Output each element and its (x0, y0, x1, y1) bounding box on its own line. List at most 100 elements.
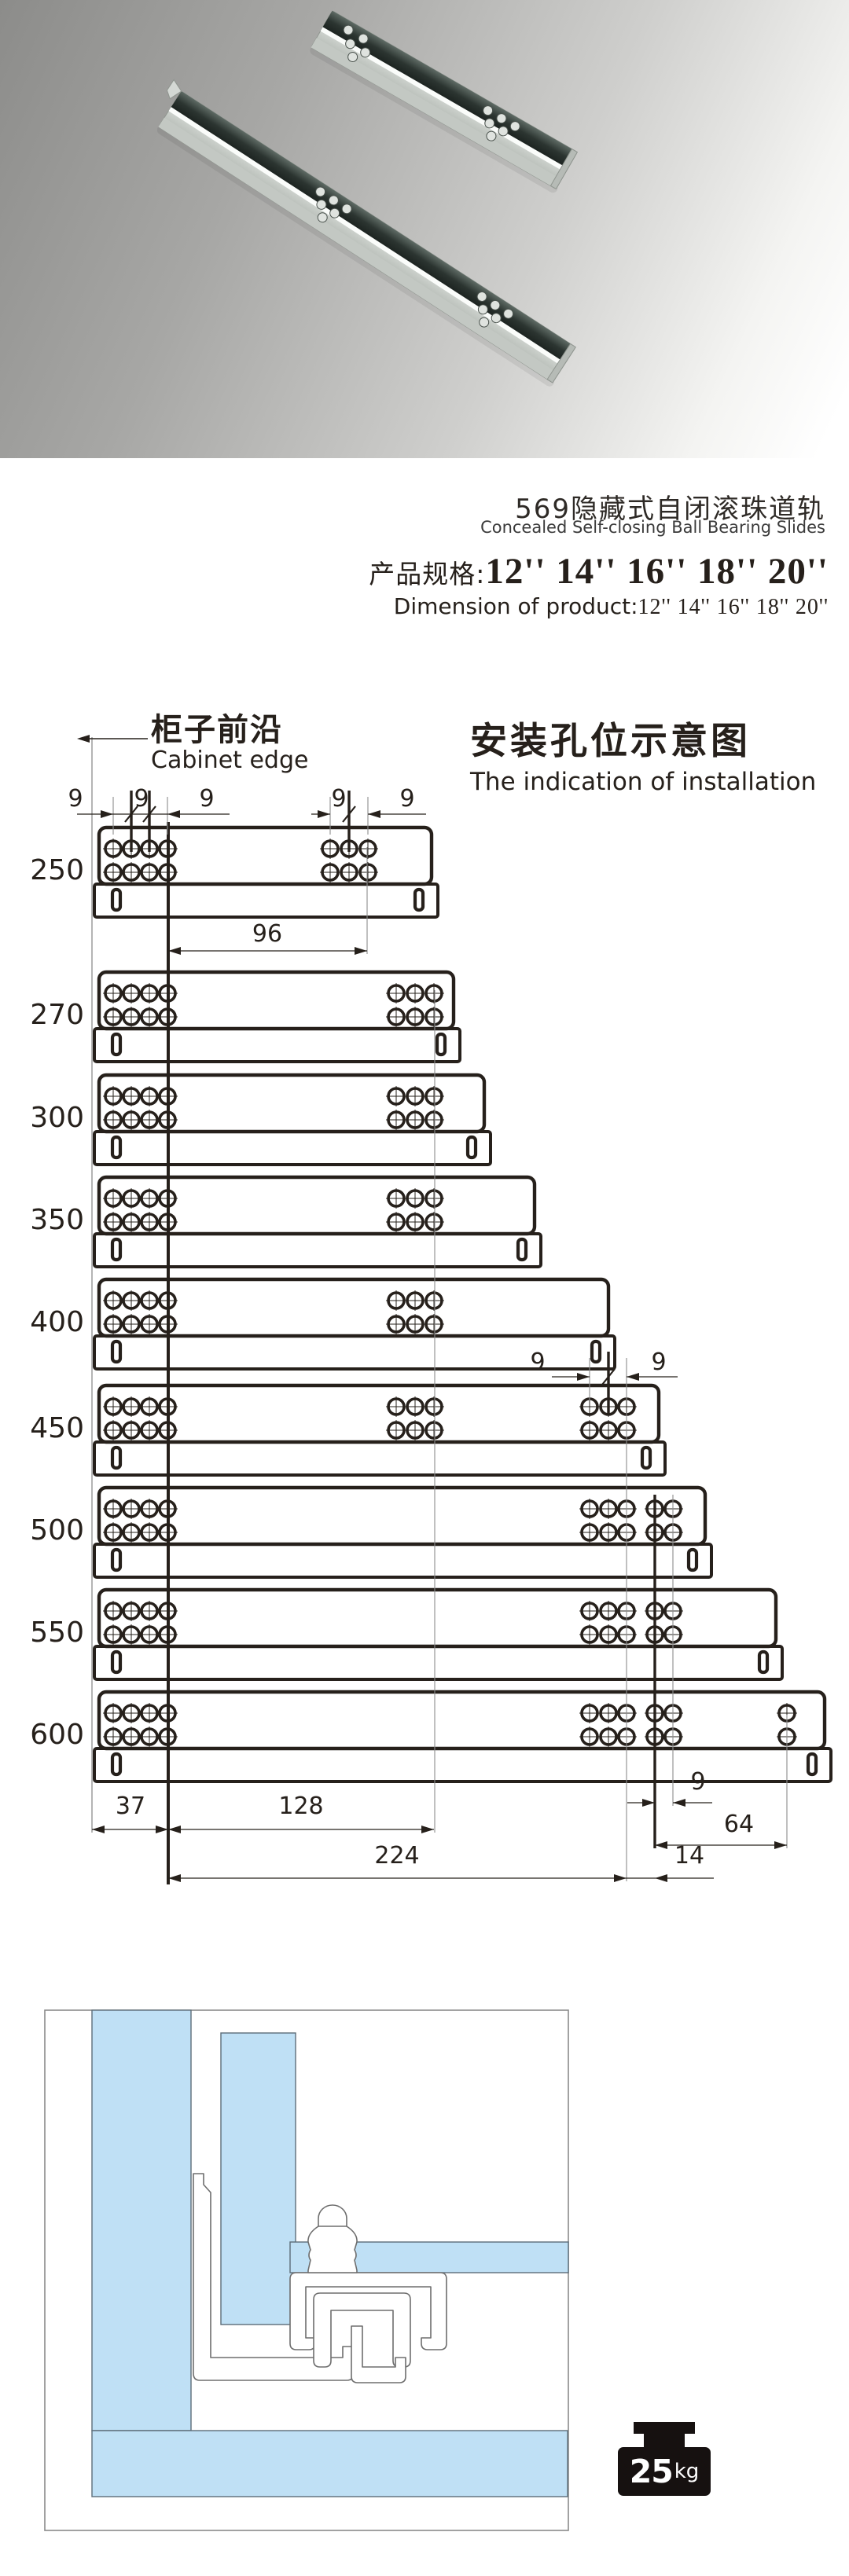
rail-slot (757, 1649, 770, 1675)
cross-section-diagram (44, 2009, 569, 2531)
slide-photo-lower (156, 79, 576, 387)
mounting-hole (387, 1421, 406, 1440)
rail-slot (110, 1445, 123, 1470)
rail-slot (435, 1032, 447, 1057)
rail-slot (110, 1339, 123, 1364)
mounting-hole (406, 1213, 424, 1231)
row-length-label: 600 (30, 1719, 84, 1751)
mounting-hole (424, 1421, 443, 1440)
mounting-hole (340, 863, 358, 882)
product-title-cn: 569隐藏式自闭滚珠道轨 (515, 494, 825, 525)
row-length-label: 270 (30, 999, 84, 1031)
mounting-hole (387, 1087, 406, 1106)
mounting-hole (580, 1421, 599, 1440)
mounting-hole (424, 1213, 443, 1231)
mounting-hole (580, 1727, 599, 1746)
mounting-hole (406, 984, 424, 1003)
slide-outer-channel (289, 2272, 447, 2350)
mounting-hole (424, 1291, 443, 1310)
spec-line-en: Dimension of product: 12'' 14'' 16'' 18'… (394, 593, 829, 620)
dim-label: 14 (674, 1842, 704, 1870)
slide-row-270: 270 (30, 970, 461, 1063)
rail-slot (590, 1339, 602, 1364)
slide-row-450: 450 (30, 1383, 667, 1477)
row-length-label: 500 (30, 1514, 84, 1547)
dim-label: 9 (690, 1768, 705, 1796)
row-length-label: 400 (30, 1306, 84, 1338)
mounting-hole (387, 1291, 406, 1310)
spec-sizes-en: 12'' 14'' 16'' 18'' 20'' (638, 595, 829, 619)
dim-label: 128 (278, 1793, 323, 1820)
installation-title: 安装孔位示意图 The indication of installation (470, 721, 816, 795)
spec-line-cn: 产品规格: 12'' 14'' 16'' 18'' 20'' (369, 550, 829, 593)
mounting-hole (406, 1087, 424, 1106)
spec-label-en: Dimension of product: (393, 593, 638, 619)
rail-slot (110, 1032, 123, 1057)
installation-title-en: The indication of installation (470, 767, 817, 796)
slide-photo-upper (310, 10, 579, 193)
rail-slot (686, 1547, 699, 1572)
mounting-hole (424, 1110, 443, 1129)
weight-icon-neck (644, 2434, 685, 2447)
mounting-hole (406, 1189, 424, 1208)
dim-label: 9 (399, 785, 414, 813)
slide-row-550: 550 (30, 1587, 784, 1681)
dim-label: 64 (724, 1811, 754, 1838)
row-length-label: 350 (30, 1204, 84, 1236)
mounting-hole (387, 1397, 406, 1416)
rail-slot (806, 1752, 818, 1777)
row-length-label: 300 (30, 1102, 84, 1134)
rail-slot (110, 1752, 123, 1777)
locking-knob (307, 2204, 358, 2273)
mounting-hole (424, 1007, 443, 1026)
mounting-hole (358, 839, 377, 858)
mounting-hole (580, 1625, 599, 1644)
mounting-hole (387, 1007, 406, 1026)
dim-label: 37 (116, 1793, 145, 1820)
load-value: 25 (629, 2453, 674, 2490)
mounting-hole (387, 1213, 406, 1231)
cabinet-rail-profile (193, 2173, 355, 2381)
rail-slot (413, 887, 425, 912)
mounting-hole (387, 984, 406, 1003)
rail-slot (465, 1135, 478, 1160)
slide-row-500: 500 (30, 1485, 713, 1579)
dim-label: 9 (134, 785, 149, 813)
mounting-hole (321, 839, 340, 858)
mounting-hole (406, 1397, 424, 1416)
product-title-en: Concealed Self-closing Ball Bearing Slid… (480, 518, 825, 537)
dim-label: 224 (374, 1842, 419, 1870)
dim-label: 96 (252, 920, 282, 948)
dim-label: 9 (199, 785, 214, 813)
mounting-hole (580, 1704, 599, 1723)
mounting-hole (387, 1110, 406, 1129)
mounting-hole (406, 1421, 424, 1440)
row-length-label: 550 (30, 1616, 84, 1649)
rail-slot (110, 1135, 123, 1160)
row-length-label: 250 (30, 854, 84, 886)
mounting-hole (387, 1315, 406, 1334)
rail-slot (110, 1237, 123, 1262)
mounting-hole (424, 1315, 443, 1334)
rail-slot (110, 1547, 123, 1572)
mounting-hole (424, 984, 443, 1003)
mounting-hole (580, 1523, 599, 1542)
load-unit: kg (674, 2460, 700, 2483)
weight-icon-body: 25 kg (618, 2447, 711, 2496)
cabinet-side-panel (91, 2009, 192, 2431)
slide-row-250: 250 (30, 825, 439, 919)
dim-label: 9 (651, 1349, 666, 1376)
mounting-hole (406, 1291, 424, 1310)
dim-label: 9 (68, 785, 83, 813)
slide-hook-tab (166, 79, 182, 100)
mounting-hole (358, 863, 377, 882)
slide-row-350: 350 (30, 1175, 542, 1268)
mounting-hole (580, 1602, 599, 1620)
cabinet-edge-label-en: Cabinet edge (151, 747, 309, 774)
cabinet-edge-callout: 柜子前沿 Cabinet edge (151, 714, 308, 773)
mounting-hole (424, 1087, 443, 1106)
mounting-hole (387, 1189, 406, 1208)
mounting-hole (406, 1007, 424, 1026)
rail-slot (516, 1237, 528, 1262)
mounting-hole (580, 1499, 599, 1518)
